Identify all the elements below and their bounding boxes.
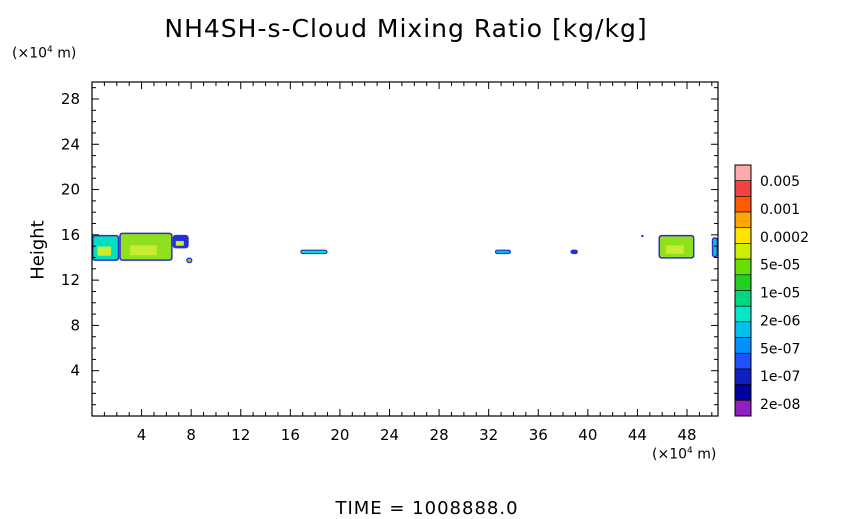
colorbar-label: 1e-07 <box>760 369 800 385</box>
colorbar-swatch <box>734 337 752 354</box>
colorbar-label: 2e-08 <box>760 397 800 413</box>
x-unit-prefix: (×10 <box>652 446 688 463</box>
x-tick-label: 4 <box>137 426 147 444</box>
y-unit-exponent: 4 <box>47 45 53 55</box>
colorbar-label: 5e-07 <box>760 341 800 357</box>
colorbar-swatch <box>734 368 752 385</box>
colorbar-label: 0.001 <box>760 202 800 218</box>
colorbar-label: 1e-05 <box>760 286 800 302</box>
cloud-core <box>97 246 112 256</box>
colorbar-label: 2e-06 <box>760 313 800 329</box>
colorbar-swatch <box>734 196 752 213</box>
x-axis-unit: (×104 m) <box>652 446 716 463</box>
x-tick-label: 12 <box>231 426 250 444</box>
y-tick-label: 20 <box>61 181 80 199</box>
colorbar-swatch <box>734 290 752 307</box>
x-tick-label: 44 <box>628 426 647 444</box>
cloud-core <box>665 245 684 254</box>
time-label: TIME = 1008888.0 <box>335 498 519 519</box>
y-axis-unit: (×104 m) <box>12 45 76 62</box>
colorbar-label: 0.0002 <box>760 230 809 246</box>
y-tick-label: 4 <box>70 362 80 380</box>
colorbar-swatch <box>734 227 752 244</box>
cloud-region <box>641 235 644 237</box>
colorbar-swatch <box>734 164 752 181</box>
cloud-core <box>175 240 184 246</box>
x-tick-label: 16 <box>281 426 300 444</box>
x-tick-label: 20 <box>330 426 349 444</box>
colorbar-swatch <box>734 305 752 323</box>
plot-frame <box>91 81 719 417</box>
colorbar-label: 5e-05 <box>760 258 800 274</box>
y-tick-label: 24 <box>61 135 80 153</box>
x-unit-exponent: 4 <box>687 446 693 456</box>
y-tick-label: 8 <box>70 316 80 334</box>
x-tick-label: 24 <box>380 426 399 444</box>
colorbar-swatch <box>734 384 752 401</box>
cloud-region <box>571 250 577 253</box>
x-tick-label: 48 <box>677 426 696 444</box>
colorbar-swatch <box>734 352 752 370</box>
colorbar-swatch <box>734 400 752 417</box>
x-tick-label: 8 <box>186 426 196 444</box>
colorbar-label: 0.005 <box>760 174 800 190</box>
colorbar-swatch <box>734 321 752 338</box>
x-unit-suffix: m) <box>692 446 717 463</box>
colorbar-swatch <box>734 274 752 291</box>
y-tick-label: 16 <box>61 226 80 244</box>
colorbar-swatch <box>734 180 752 197</box>
y-unit-prefix: (×10 <box>12 45 48 62</box>
x-tick-label: 40 <box>578 426 597 444</box>
colorbar-swatch <box>734 258 752 276</box>
x-tick-label: 28 <box>430 426 449 444</box>
y-tick-label: 28 <box>61 90 80 108</box>
x-tick-label: 36 <box>529 426 548 444</box>
y-tick-label: 12 <box>61 271 80 289</box>
cloud-core <box>129 245 157 256</box>
cloud-region <box>713 238 717 256</box>
cloud-region <box>496 250 510 253</box>
cloud-region <box>187 258 191 262</box>
x-tick-label: 32 <box>479 426 498 444</box>
cloud-region <box>301 250 327 253</box>
colorbar-swatch <box>734 211 752 229</box>
colorbar-frame <box>734 164 752 417</box>
chart-title: NH4SH-s-Cloud Mixing Ratio [kg/kg] <box>164 14 648 43</box>
y-unit-suffix: m) <box>52 45 77 62</box>
colorbar-swatch <box>734 243 752 260</box>
